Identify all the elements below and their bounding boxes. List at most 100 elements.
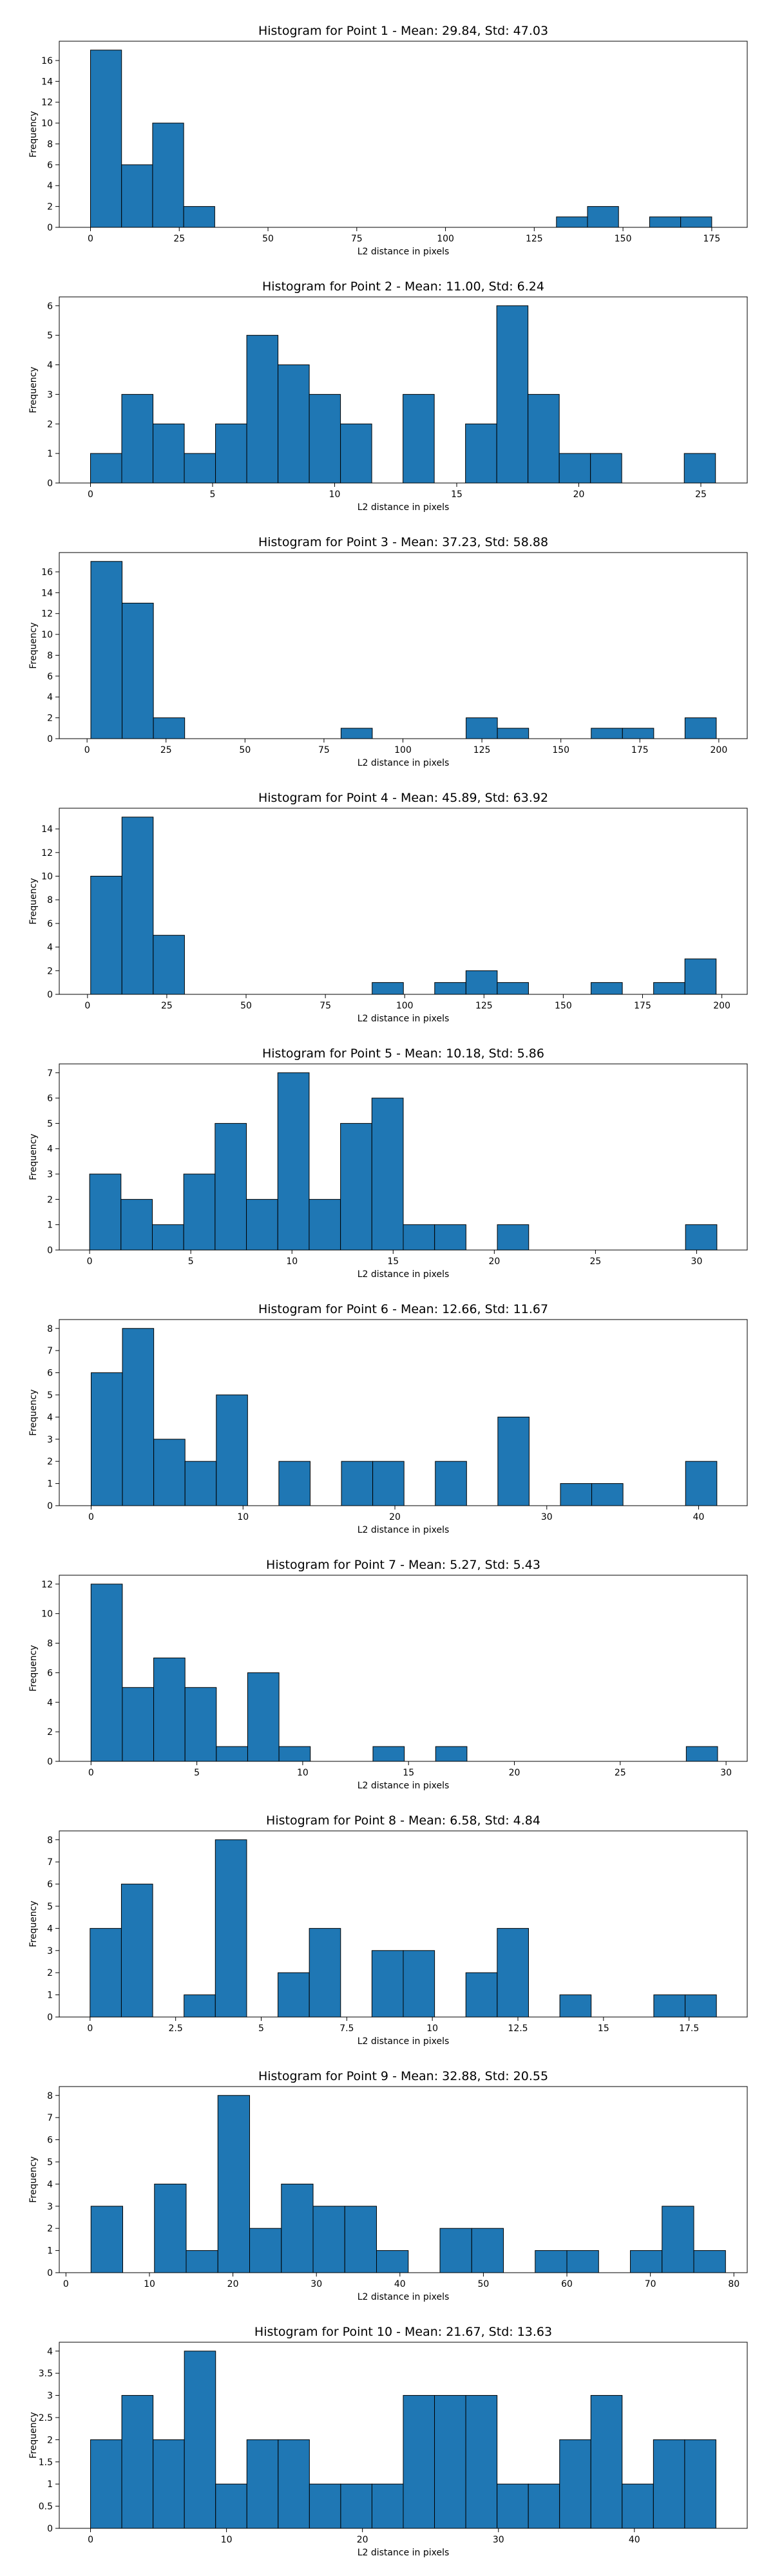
histogram-bar xyxy=(403,1950,435,2018)
y-axis-label: Frequency xyxy=(28,622,39,668)
histogram-bar xyxy=(246,1198,278,1251)
y-tick-label: 0.5 xyxy=(39,2502,53,2512)
y-tick-label: 6 xyxy=(47,919,53,929)
histogram-bar xyxy=(153,934,185,995)
histogram-panel: Histogram for Point 3 - Mean: 37.23, Std… xyxy=(28,535,748,768)
y-axis-label: Frequency xyxy=(28,1900,39,1947)
histogram-bar xyxy=(528,2483,560,2529)
y-tick-label: 6 xyxy=(47,1368,53,1379)
x-tick-label: 30 xyxy=(493,2535,504,2545)
histogram-bar xyxy=(591,982,623,995)
x-tick-label: 30 xyxy=(720,1768,732,1778)
plot-frame xyxy=(59,1319,748,1506)
x-tick-label: 125 xyxy=(526,234,543,244)
histogram-bar xyxy=(216,1394,248,1506)
y-tick-label: 4 xyxy=(47,1144,53,1155)
histogram-bar xyxy=(281,2183,314,2273)
x-tick-label: 0 xyxy=(88,2535,93,2545)
x-tick-label: 0 xyxy=(88,1512,94,1522)
x-tick-label: 40 xyxy=(693,1512,705,1522)
x-tick-label: 75 xyxy=(318,745,330,755)
x-tick-label: 15 xyxy=(451,489,463,500)
histogram-bar xyxy=(566,2250,599,2273)
y-tick-label: 1 xyxy=(47,2479,53,2490)
chart-title: Histogram for Point 8 - Mean: 6.58, Std:… xyxy=(266,1814,540,1828)
x-tick-label: 20 xyxy=(573,489,585,500)
y-tick-label: 7 xyxy=(47,2113,53,2123)
histogram-bar xyxy=(184,1687,217,1762)
y-axis-label: Frequency xyxy=(28,366,39,413)
y-tick-label: 6 xyxy=(47,1668,53,1678)
histogram-bar xyxy=(340,2483,372,2529)
histogram-bar xyxy=(622,2483,654,2529)
histogram-bar xyxy=(439,2228,472,2273)
histogram-bar xyxy=(653,2439,685,2529)
y-tick-label: 1 xyxy=(47,1220,53,1231)
histogram-bar xyxy=(558,453,591,484)
histogram-bar xyxy=(372,1746,405,1762)
x-tick-label: 25 xyxy=(615,1768,626,1778)
histogram-bar xyxy=(186,2250,218,2273)
x-tick-label: 150 xyxy=(555,1001,572,1011)
histogram-bar xyxy=(154,2183,187,2273)
y-tick-label: 4 xyxy=(47,2347,53,2357)
y-tick-label: 0 xyxy=(47,478,53,489)
x-tick-label: 0 xyxy=(84,745,90,755)
y-tick-label: 5 xyxy=(47,1902,53,1912)
x-tick-label: 30 xyxy=(310,2279,322,2289)
histogram-bar xyxy=(153,717,186,739)
histogram-bar xyxy=(497,2483,529,2529)
x-tick-label: 0 xyxy=(88,1768,94,1778)
y-tick-label: 12 xyxy=(41,1580,53,1590)
x-tick-label: 10 xyxy=(144,2279,155,2289)
histogram-bar xyxy=(435,1461,467,1506)
x-tick-label: 17.5 xyxy=(679,2023,699,2034)
histogram-bar xyxy=(122,1687,155,1762)
histogram-bar xyxy=(151,1224,184,1251)
histogram-bar xyxy=(434,2395,466,2529)
y-tick-label: 5 xyxy=(47,331,53,341)
histogram-bar xyxy=(215,1122,247,1251)
histogram-bar xyxy=(215,1839,247,2018)
histogram-bar xyxy=(685,1994,717,2018)
plot-frame xyxy=(59,1830,748,2018)
histogram-bar xyxy=(590,453,622,484)
histogram-bar xyxy=(215,2483,247,2529)
histogram-bar xyxy=(90,876,122,995)
x-tick-label: 0 xyxy=(88,489,93,500)
y-tick-label: 4 xyxy=(47,1698,53,1708)
y-tick-label: 7 xyxy=(47,1346,53,1356)
histogram-bar xyxy=(684,958,717,995)
x-tick-label: 20 xyxy=(389,1512,401,1522)
histogram-bar xyxy=(121,2395,154,2529)
histogram-bar xyxy=(278,365,310,484)
x-tick-label: 150 xyxy=(615,234,632,244)
y-tick-label: 0 xyxy=(47,2012,53,2023)
chart-title: Histogram for Point 10 - Mean: 21.67, St… xyxy=(254,2325,552,2339)
x-tick-label: 5 xyxy=(210,489,216,500)
histogram-bar xyxy=(693,2250,726,2273)
x-tick-label: 175 xyxy=(703,234,721,244)
x-tick-label: 25 xyxy=(589,1256,601,1267)
x-tick-label: 200 xyxy=(711,745,728,755)
histogram-bar xyxy=(497,728,530,739)
x-tick-label: 10 xyxy=(286,1256,298,1267)
y-tick-label: 4 xyxy=(47,2179,53,2190)
x-tick-label: 175 xyxy=(634,1001,651,1011)
x-tick-label: 175 xyxy=(631,745,649,755)
y-tick-label: 14 xyxy=(41,77,53,87)
histogram-bar xyxy=(435,1746,468,1762)
y-axis-label: Frequency xyxy=(28,1645,39,1691)
histogram-bar xyxy=(247,1672,280,1762)
histogram-bar xyxy=(528,393,560,484)
histogram-bar xyxy=(278,2439,310,2529)
x-axis-label: L2 distance in pixels xyxy=(358,1525,450,1535)
histogram-bar xyxy=(312,2206,345,2273)
histogram-bar xyxy=(685,1224,718,1251)
histogram-bar xyxy=(122,603,154,739)
y-tick-label: 1 xyxy=(47,2246,53,2257)
x-tick-label: 20 xyxy=(488,1256,500,1267)
histogram-bar xyxy=(90,50,122,228)
histogram-panel: Histogram for Point 10 - Mean: 21.67, St… xyxy=(28,2325,748,2558)
